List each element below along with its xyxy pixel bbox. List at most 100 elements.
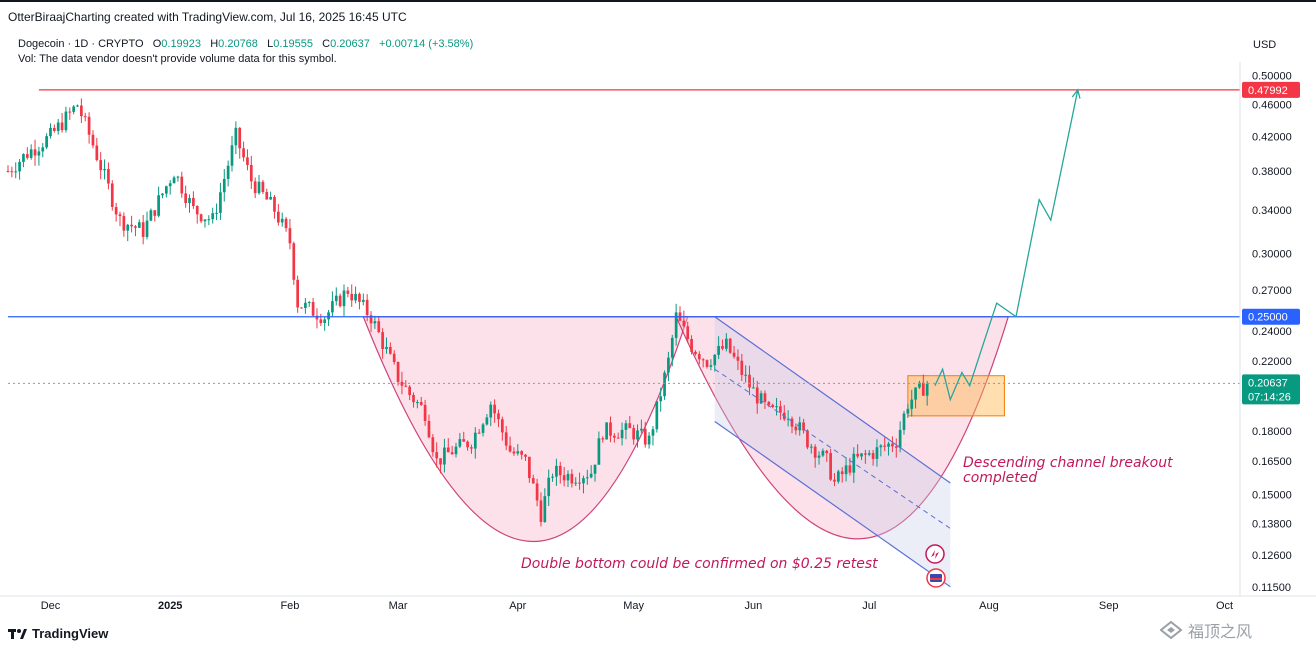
candle-body	[22, 154, 25, 162]
candle-body	[427, 420, 431, 438]
candle-body	[894, 446, 898, 448]
candle-body	[261, 181, 265, 193]
candle-body	[921, 382, 925, 396]
candle-body	[412, 394, 415, 403]
candle-body	[431, 437, 435, 453]
candle-body	[33, 149, 37, 156]
candle-body	[906, 408, 910, 414]
candle-body	[265, 192, 269, 200]
candle-body	[25, 154, 29, 158]
candle-body	[361, 299, 365, 302]
candle-body	[632, 428, 636, 440]
projection-path[interactable]	[934, 89, 1079, 402]
candle-body	[493, 404, 496, 414]
price-axis-label: 0.27000	[1252, 285, 1292, 297]
candle-body	[516, 451, 520, 454]
candle-body	[29, 149, 33, 158]
candle-body	[292, 243, 296, 280]
target-zone-box[interactable]	[907, 375, 1005, 417]
candle-body	[473, 432, 477, 449]
candle-body	[319, 319, 323, 324]
candle-body	[531, 478, 535, 484]
candle-body	[558, 465, 562, 476]
projection-arrowhead	[1071, 88, 1081, 99]
candle-body	[18, 161, 21, 172]
channel-lower-line[interactable]	[714, 420, 951, 588]
candle-body	[833, 479, 836, 482]
currency-label[interactable]: USD	[1253, 39, 1277, 51]
candle-body	[392, 353, 396, 363]
candle-body	[744, 374, 748, 376]
candle-body	[211, 213, 215, 220]
tradingview-brand[interactable]: TradingView	[8, 626, 108, 641]
candle-body	[365, 299, 369, 316]
price-axis-label: 0.11500	[1252, 582, 1291, 594]
candle-body	[226, 165, 230, 179]
candle-body	[686, 326, 690, 340]
candle-body	[477, 432, 481, 434]
price-axis-label: 0.34000	[1252, 205, 1292, 217]
candle-body	[605, 422, 608, 440]
candle-body	[114, 206, 118, 215]
breakout-annotation-line2: completed	[963, 470, 1037, 486]
candle-body	[481, 424, 485, 433]
candle-body	[852, 453, 856, 473]
candle-body	[690, 339, 693, 352]
watermark-text: 福顶之风	[1188, 624, 1253, 641]
channel-upper-line[interactable]	[714, 316, 951, 484]
candle-body	[736, 356, 740, 361]
candle-body	[713, 354, 717, 366]
candle-body	[99, 160, 103, 171]
drawing-tool-icons[interactable]	[925, 544, 946, 588]
time-axis-label: 2025	[158, 600, 182, 612]
channel-mid-line[interactable]	[714, 368, 951, 529]
low-value: 0.19555	[273, 38, 313, 50]
breakout-annotation-line1: Descending channel breakout	[963, 455, 1173, 471]
candle-body	[192, 197, 195, 207]
price-axis-label: 0.42000	[1252, 131, 1292, 143]
candle-body	[504, 432, 508, 446]
candle-body	[215, 212, 218, 214]
last-price-badge[interactable]	[1242, 374, 1300, 405]
candle-body	[130, 224, 133, 227]
time-axis-label: Aug	[979, 600, 999, 612]
time-axis-label: Apr	[509, 600, 526, 612]
symbol-name[interactable]: Dogecoin · 1D · CRYPTO	[18, 38, 144, 50]
candle-body	[597, 438, 601, 465]
candle-body	[242, 148, 245, 158]
candle-body	[848, 465, 852, 473]
candle-body	[400, 381, 404, 386]
candle-body	[315, 315, 319, 320]
neckline-badge[interactable]	[1242, 308, 1300, 325]
candle-body	[520, 451, 524, 455]
candle-body	[763, 393, 767, 402]
candle-body	[76, 105, 79, 107]
close-label: C	[322, 38, 331, 50]
candle-body	[767, 401, 771, 405]
resistance-badge[interactable]	[1242, 81, 1300, 98]
candle-body	[887, 443, 890, 447]
candle-body	[219, 192, 222, 213]
candle-body	[755, 387, 759, 404]
candle-body	[500, 419, 504, 433]
candle-body	[883, 445, 887, 447]
attribution-bar: OtterBiraajCharting created with Trading…	[0, 0, 1316, 30]
candle-body	[64, 111, 68, 131]
candle-body	[728, 338, 732, 353]
candle-body	[643, 428, 647, 445]
candle-body	[176, 176, 180, 178]
candle-body	[578, 482, 581, 484]
candle-body	[107, 168, 110, 184]
candle-body	[56, 122, 60, 131]
candle-body	[45, 136, 48, 148]
candle-body	[582, 478, 585, 484]
candle-body	[891, 443, 894, 447]
candle-body	[207, 219, 211, 221]
candle-body	[802, 422, 805, 431]
candle-body	[408, 386, 412, 395]
candle-body	[740, 360, 744, 375]
sparkle-icon[interactable]	[925, 544, 945, 564]
candle-body	[307, 302, 311, 304]
price-axis-label: 0.16500	[1252, 456, 1292, 468]
